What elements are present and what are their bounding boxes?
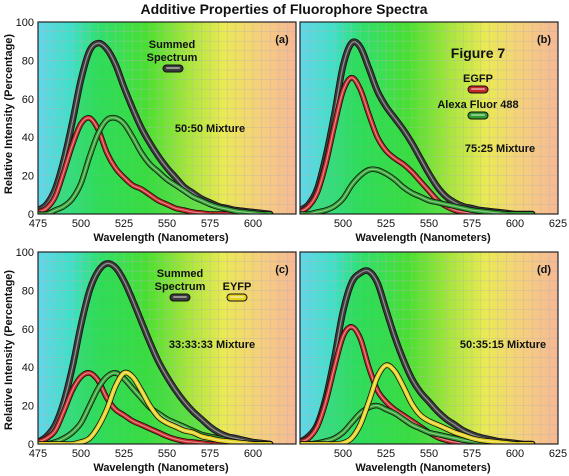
x-tick-label: 525: [115, 448, 133, 460]
egfp-line-highlight: [38, 117, 271, 214]
x-tick-label: 550: [158, 218, 176, 230]
mixture-label: 50:35:15 Mixture: [460, 339, 546, 351]
mixture-label: 75:25 Mixture: [465, 143, 535, 155]
legend-alexa-label: Alexa Fluor 488: [437, 99, 518, 111]
plot-frame: [37, 251, 297, 445]
x-tick-label: 525: [377, 448, 395, 460]
alexa-line-highlight: [300, 168, 533, 214]
legend-summed-swatch-highlight: [166, 67, 180, 69]
mixture-label: 50:50 Mixture: [175, 123, 245, 135]
plot-frame: [37, 21, 297, 215]
panel-label: (b): [537, 34, 551, 46]
x-tick-label: 500: [72, 218, 90, 230]
y-axis-label-bottom: Relative Intensity (Percentage): [3, 270, 15, 431]
legend-eyfp-label: EYFP: [223, 281, 252, 293]
x-axis-label: Wavelength (Nanometers): [93, 232, 229, 244]
y-axis-label-top: Relative Intensity (Percentage): [3, 34, 15, 195]
x-tick-label: 600: [506, 218, 524, 230]
x-tick-label: 500: [72, 448, 90, 460]
x-tick-label: 600: [506, 448, 524, 460]
x-tick-label: 575: [463, 218, 481, 230]
chart-panel-2: 500 525 550 575 600 625 Wavelength (Nanometers…: [299, 21, 567, 244]
y-tick-label: 80: [22, 285, 34, 297]
y-tick-label: 0: [28, 209, 34, 221]
y-tick-label: 40: [22, 132, 34, 144]
panels: 475 500 525 550 575 600020406080100Wavelength…: [16, 17, 568, 474]
legend-summed-label: Summed: [149, 39, 195, 51]
y-tick-label: 100: [16, 17, 34, 29]
summed-spectrum-fill: [38, 43, 271, 214]
x-tick-label: 600: [244, 448, 262, 460]
y-tick-label: 60: [22, 324, 34, 336]
figure-title: Additive Properties of Fluorophore Spect…: [140, 1, 427, 17]
y-tick-label: 20: [22, 171, 34, 183]
y-tick-label: 20: [22, 401, 34, 413]
x-axis-label: Wavelength (Nanometers): [355, 232, 491, 244]
egfp-line-highlight: [38, 372, 271, 444]
legend-summed-label-2: Spectrum: [147, 52, 198, 64]
series-group: [300, 38, 536, 214]
legend-eyfp-swatch-highlight: [230, 296, 244, 298]
x-axis-label: Wavelength (Nanometers): [355, 462, 491, 474]
figure-number-label: Figure 7: [451, 45, 506, 61]
x-tick-label: 500: [334, 218, 352, 230]
legend-summed-label-2: Spectrum: [155, 281, 206, 293]
x-tick-label: 550: [420, 448, 438, 460]
summed-line-highlight: [38, 262, 271, 444]
legend-alexa-swatch-highlight: [471, 114, 485, 116]
legend-egfp-swatch-highlight: [471, 88, 485, 90]
legend-egfp-label: EGFP: [463, 73, 493, 85]
x-tick-label: 575: [201, 218, 219, 230]
x-tick-label: 550: [158, 448, 176, 460]
eyfp-line-highlight: [38, 371, 271, 444]
alexa-line-highlight: [38, 117, 271, 214]
legend-summed-swatch-highlight: [173, 296, 187, 298]
legend-summed-label: Summed: [157, 268, 203, 280]
x-tick-label: 625: [549, 448, 567, 460]
y-tick-label: 40: [22, 362, 34, 374]
mixture-label: 33:33:33 Mixture: [169, 339, 255, 351]
series-group: [38, 260, 274, 444]
y-tick-label: 0: [28, 439, 34, 451]
x-tick-label: 575: [201, 448, 219, 460]
plot-frame: [299, 251, 559, 445]
x-tick-label: 575: [463, 448, 481, 460]
series-group: [38, 39, 274, 214]
egfp-line-highlight: [300, 77, 533, 214]
x-tick-label: 525: [377, 218, 395, 230]
x-tick-label: 500: [334, 448, 352, 460]
x-tick-label: 550: [420, 218, 438, 230]
y-tick-label: 100: [16, 247, 34, 259]
x-tick-label: 625: [549, 218, 567, 230]
x-tick-label: 600: [244, 218, 262, 230]
x-tick-label: 475: [29, 448, 47, 460]
x-tick-label: 475: [29, 218, 47, 230]
chart-panel-4: 500 525 550 575 600 625 Wavelength (Nanometers…: [299, 251, 567, 474]
panel-label: (a): [275, 34, 289, 46]
chart-panel-3: 475 500 525 550 575 600 0 20 40 60 80 100 Wavelength…: [16, 247, 297, 474]
x-axis-label: Wavelength (Nanometers): [93, 462, 229, 474]
y-tick-label: 80: [22, 55, 34, 67]
panel-label: (d): [537, 264, 551, 276]
x-tick-label: 525: [115, 218, 133, 230]
summed-spectrum-fill: [300, 270, 533, 444]
plot-frame: [299, 21, 559, 215]
y-tick-label: 60: [22, 94, 34, 106]
panel-label: (c): [275, 264, 289, 276]
chart-panel-1: 475 500 525 550 575 600 0 20 40 60 80 100 Wavelength…: [16, 17, 297, 244]
